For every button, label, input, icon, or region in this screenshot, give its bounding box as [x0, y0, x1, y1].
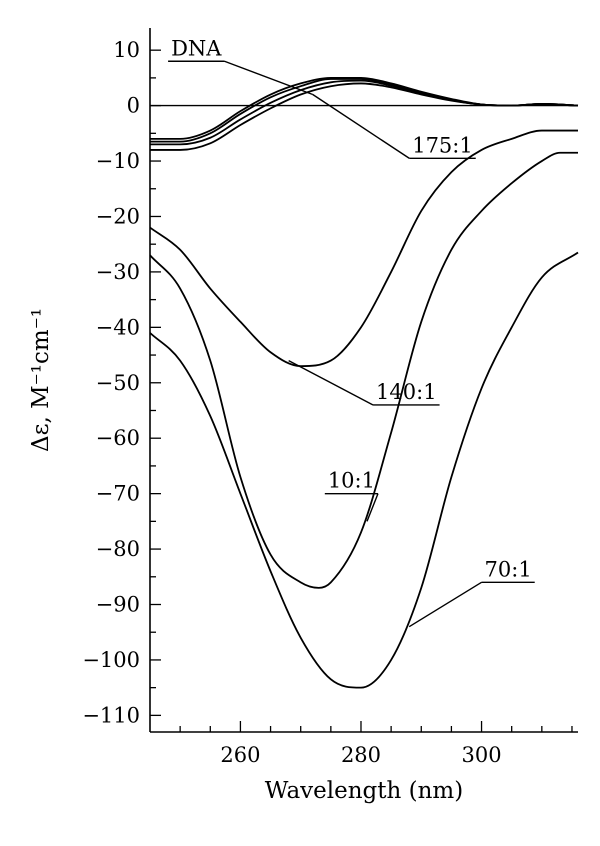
plot-frame — [149, 28, 578, 733]
series-line-175-1 — [150, 82, 579, 151]
y-tick-label: −10 — [96, 149, 140, 173]
y-tick-label: −20 — [96, 204, 140, 228]
y-tick-label: −70 — [96, 482, 140, 506]
y-tick-label: −100 — [82, 648, 140, 672]
y-tick-label: −40 — [96, 315, 140, 339]
series-line-140-1 — [149, 129, 578, 368]
leader-line — [312, 93, 410, 159]
series-label: 140:1 — [376, 380, 437, 404]
annotations-layer: DNA 175:1 140:1 10:1 70:1 — [168, 36, 535, 628]
y-tick-label: 0 — [127, 94, 140, 118]
series-label: 70:1 — [485, 557, 532, 581]
axis-ticks-layer — [150, 49, 573, 732]
leader-line — [288, 359, 374, 406]
series-layer — [149, 76, 579, 689]
series-line-10-1 — [149, 151, 578, 589]
series-label: 10:1 — [328, 469, 375, 493]
x-axis-title: Wavelength (nm) — [265, 778, 463, 804]
series-label: 175:1 — [412, 133, 473, 157]
series-line-70-1 — [149, 251, 579, 689]
series-line-unlabeled-1 — [150, 78, 579, 143]
x-tick-label: 260 — [220, 743, 260, 767]
x-tick-label: 280 — [341, 743, 381, 767]
x-tick-label: 300 — [462, 743, 502, 767]
series-label: DNA — [171, 36, 222, 60]
y-tick-label: −60 — [96, 426, 140, 450]
y-axis-title: Δε, M⁻¹cm⁻¹ — [28, 308, 54, 452]
y-tick-label: −110 — [82, 703, 140, 727]
y-tick-label: −50 — [96, 371, 140, 395]
leader-line — [408, 581, 482, 628]
leader-line — [224, 60, 314, 96]
y-tick-label: 10 — [113, 38, 140, 62]
series-line-dna — [149, 76, 579, 140]
tick-labels-layer: 10 0 −10 −20 −30 −40 −50 −60 −70 −80 −90 −100 −110 26… — [82, 38, 501, 767]
y-tick-label: −30 — [96, 260, 140, 284]
y-tick-label: −80 — [96, 537, 140, 561]
y-tick-label: −90 — [96, 593, 140, 617]
series-line-unlabeled-2 — [150, 79, 579, 146]
leader-line — [366, 493, 379, 522]
